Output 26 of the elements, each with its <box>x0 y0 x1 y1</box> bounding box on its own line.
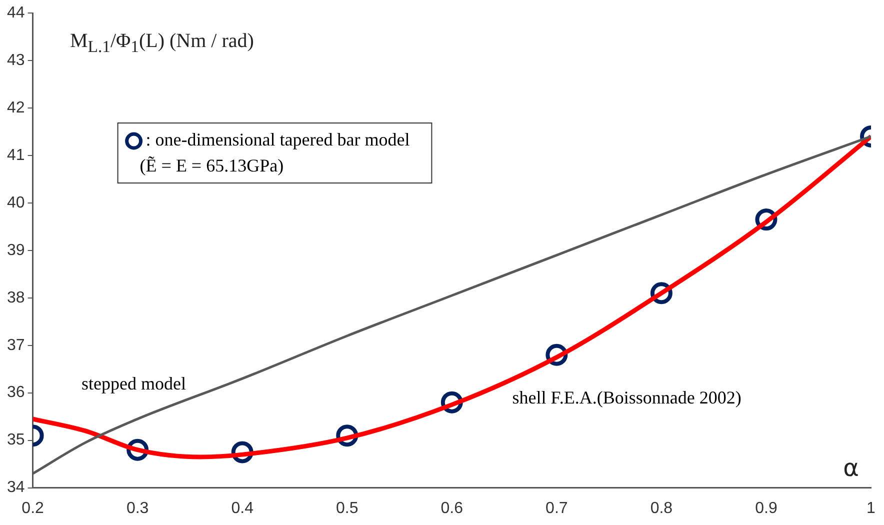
y-tick-label: 40 <box>7 194 25 212</box>
x-tick-label: 0.5 <box>336 500 358 517</box>
y-tick-label: 44 <box>7 4 25 22</box>
y-tick-label: 36 <box>7 384 25 402</box>
x-tick-label: 0.9 <box>755 500 778 517</box>
y-tick-label: 41 <box>7 146 25 164</box>
y-tick-label: 39 <box>7 242 25 259</box>
x-tick-label: 0.7 <box>546 500 568 517</box>
legend-label: : one-dimensional tapered bar model <box>146 130 410 150</box>
y-tick-label: 35 <box>7 432 25 449</box>
x-tick-label: 0.8 <box>650 500 673 517</box>
series-label: stepped model <box>81 374 186 394</box>
series-label: shell F.E.A.(Boissonnade 2002) <box>512 388 742 408</box>
x-tick-label: 0.3 <box>126 500 149 517</box>
x-axis-title: α <box>843 454 859 482</box>
x-tick-label: 0.6 <box>440 500 464 517</box>
y-tick-label: 42 <box>7 99 25 116</box>
y-tick-label: 38 <box>7 289 25 306</box>
y-tick-label: 34 <box>7 479 25 496</box>
y-tick-label: 37 <box>7 336 25 354</box>
x-tick-label: 0.4 <box>231 500 254 517</box>
x-tick-label: 0.2 <box>22 500 44 517</box>
y-axis-title: M$_{L.1}$/Φ$_{1}$(L) (Nm / rad) <box>70 30 254 57</box>
y-tick-label: 43 <box>7 52 25 69</box>
annotation: (Ẽ = E = 65.13GPa) <box>140 156 284 176</box>
x-tick-label: 1 <box>866 500 876 517</box>
